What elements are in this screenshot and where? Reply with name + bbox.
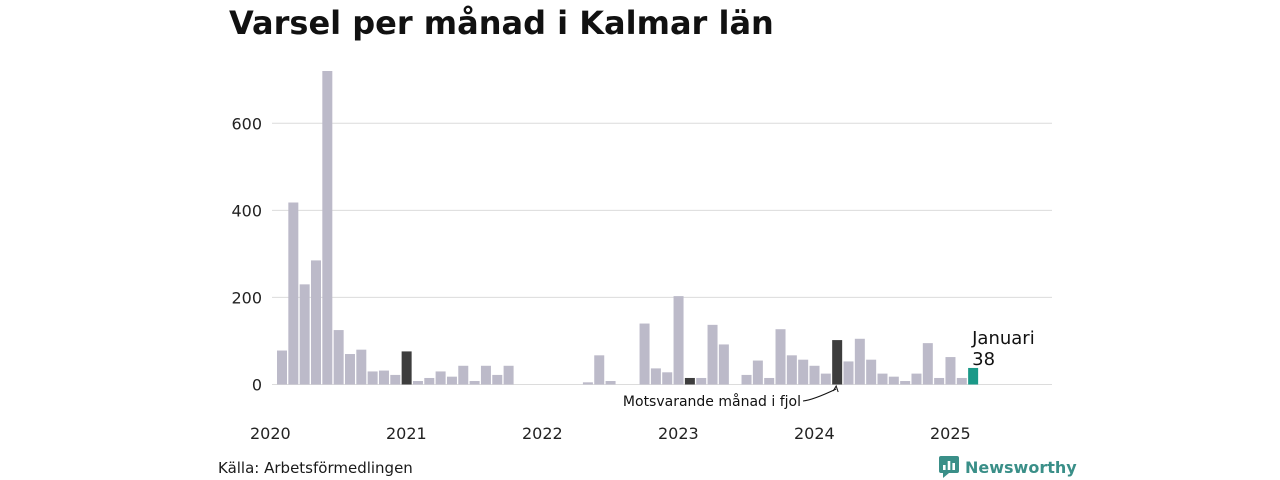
x-tick-label: 2022 [522, 424, 563, 443]
bar [435, 371, 446, 385]
bar [798, 359, 809, 385]
bar [809, 365, 820, 385]
bar [775, 329, 786, 385]
bar [922, 343, 933, 385]
y-tick-label: 600 [231, 114, 262, 133]
bar [718, 344, 729, 385]
bar [752, 360, 763, 385]
bar [299, 284, 310, 385]
bar [639, 323, 650, 385]
bar [673, 296, 684, 385]
bar [582, 382, 593, 385]
y-tick-label: 0 [252, 376, 262, 395]
y-tick-label: 200 [231, 288, 262, 307]
bar [843, 361, 854, 385]
bar [764, 377, 775, 385]
x-tick-label: 2020 [250, 424, 291, 443]
axis-labels: 0 200 400 600 2020 2021 2022 2023 2024 2025 [231, 114, 970, 443]
arrow-head-icon [832, 384, 839, 393]
bar-last-year [832, 340, 843, 385]
bar [696, 377, 707, 385]
bar-last-year [684, 377, 695, 385]
bar [605, 381, 616, 385]
bar [310, 260, 321, 385]
bar [877, 373, 888, 385]
bar [424, 377, 435, 385]
bar [446, 376, 457, 385]
bar [934, 377, 945, 385]
annotation-arrow [802, 388, 837, 402]
bar [594, 355, 605, 385]
bar [741, 374, 752, 385]
y-tick-label: 400 [231, 201, 262, 220]
current-month-value: 38 [972, 349, 995, 370]
bar [412, 381, 423, 385]
bar [911, 373, 922, 385]
brand-name: Newsworthy [965, 457, 1077, 477]
bar [480, 365, 491, 385]
x-tick-label: 2024 [794, 424, 835, 443]
bar [288, 202, 299, 385]
bar [900, 381, 911, 385]
bar [356, 349, 367, 385]
source-note: Källa: Arbetsförmedlingen [218, 459, 413, 477]
bar [888, 376, 899, 385]
gridlines [272, 122, 1052, 385]
bar [333, 330, 344, 385]
bar [854, 338, 865, 385]
bar [322, 71, 333, 385]
bar [344, 354, 355, 385]
x-tick-label: 2023 [658, 424, 699, 443]
chart-title: Varsel per månad i Kalmar län [229, 4, 774, 42]
bar [367, 371, 378, 385]
x-tick-label: 2025 [930, 424, 971, 443]
x-tick-label: 2021 [386, 424, 427, 443]
bar [503, 365, 514, 385]
bar [786, 355, 797, 385]
bar-current-month [968, 367, 979, 385]
brand-logo[interactable]: Newsworthy [939, 456, 1077, 478]
bars [277, 71, 979, 385]
bar [390, 374, 401, 385]
bar-last-year [401, 351, 412, 385]
bar [866, 359, 877, 385]
bar [662, 372, 673, 385]
bar [378, 370, 389, 385]
bar [469, 381, 480, 385]
bar [458, 365, 469, 385]
newsworthy-logo-icon [939, 456, 959, 478]
bar [956, 377, 967, 385]
bar [492, 374, 503, 385]
bar [820, 373, 831, 385]
bar [707, 324, 718, 385]
bar [650, 368, 661, 385]
bar [945, 357, 956, 385]
current-month-label: Januari [971, 328, 1035, 349]
last-year-annotation: Motsvarande månad i fjol [623, 393, 801, 410]
bar [277, 350, 287, 385]
